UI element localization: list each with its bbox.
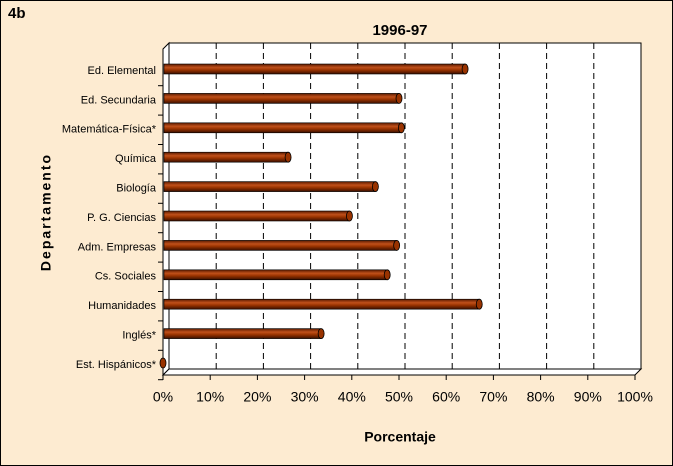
bar [163, 63, 466, 75]
x-tick-label: 10% [196, 389, 224, 405]
bar [163, 269, 388, 281]
y-tick-label: Matemática-Física* [62, 124, 157, 136]
bar-cap [159, 357, 167, 369]
bar [163, 210, 350, 222]
x-tick-label: 60% [432, 389, 460, 405]
x-tick-label: 100% [617, 389, 653, 405]
bar-cap [475, 298, 483, 310]
bar-cap [284, 151, 292, 163]
y-tick-label: Inglés* [122, 330, 156, 342]
side-wall [162, 41, 170, 377]
y-tick-label: Humanidades [88, 300, 156, 312]
x-tick-label: 90% [574, 389, 602, 405]
x-tick-label: 0% [153, 389, 173, 405]
bar [163, 328, 322, 339]
bar [163, 298, 480, 310]
y-tick-label: Adm. Empresas [78, 241, 157, 253]
y-axis-title: Departamento [38, 153, 54, 271]
bar-cap [371, 181, 379, 193]
y-tick-label: Est. Hispánicos* [76, 359, 157, 371]
bar [163, 122, 402, 134]
x-tick-label: 70% [479, 389, 507, 405]
y-tick-label: P. G. Ciencias [87, 212, 156, 224]
x-tick-label: 40% [338, 389, 366, 405]
bar-cap [317, 328, 325, 340]
y-tick-label: Biología [116, 183, 157, 195]
chart-title: 1996-97 [372, 22, 427, 39]
bar [163, 93, 400, 104]
figure-label: 4b [8, 5, 26, 22]
x-tick-label: 30% [291, 389, 319, 405]
y-tick-label: Ed. Secundaria [81, 94, 157, 106]
bar-cap [346, 210, 353, 222]
x-tick-label: 80% [527, 389, 555, 405]
x-tick-label: 20% [243, 389, 271, 405]
bar-cap [393, 239, 401, 251]
floor [161, 368, 643, 376]
bar-cap [383, 269, 391, 281]
bar-cap [395, 93, 403, 104]
bar [163, 240, 397, 251]
bar [163, 181, 376, 192]
y-tick-label: Cs. Sociales [95, 271, 157, 283]
x-axis-title: Porcentaje [364, 429, 436, 445]
x-tick-label: 50% [385, 389, 413, 405]
bar-cap [461, 63, 469, 75]
y-tick-label: Química [115, 153, 157, 165]
bar-cap [397, 122, 405, 134]
y-tick-label: Ed. Elemental [88, 65, 156, 77]
bar [163, 151, 289, 163]
